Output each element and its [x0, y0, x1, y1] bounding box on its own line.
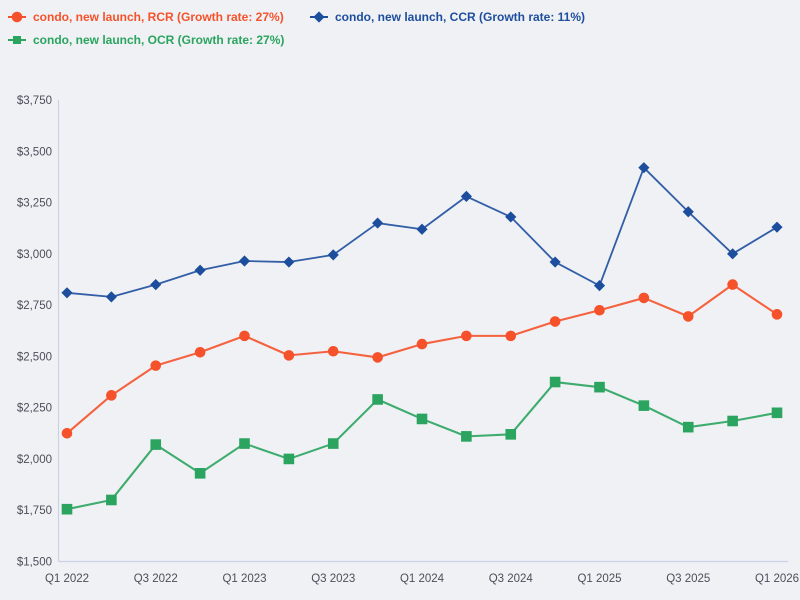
- y-tick-label: $2,500: [17, 351, 52, 363]
- series-ocr-point-7: [372, 394, 383, 405]
- legend-marker: [11, 11, 23, 23]
- series-ccr-point-13: [638, 162, 650, 174]
- series-rcr-point-8: [416, 338, 428, 350]
- series-ccr-point-11: [549, 256, 561, 268]
- y-tick-label: $2,250: [17, 403, 52, 415]
- series-rcr-point-6: [327, 345, 339, 357]
- x-tick-label: Q1 2023: [222, 573, 266, 585]
- series-ccr-point-1: [105, 291, 117, 303]
- series-ocr-point-11: [549, 376, 561, 388]
- series-ocr-point-9: [461, 431, 472, 442]
- y-tick-label: $1,750: [17, 505, 52, 517]
- series-rcr-point-12: [594, 304, 605, 316]
- series-ocr-point-3: [194, 468, 206, 479]
- series-ccr-point-15: [727, 248, 739, 260]
- series-rcr-point-13: [638, 292, 650, 304]
- series-ocr-point-15: [727, 415, 738, 427]
- series-rcr-line: [66, 283, 778, 435]
- series-ccr-point-7: [372, 217, 384, 229]
- series-ocr-point-0: [61, 503, 73, 515]
- series-ccr-point-12: [593, 280, 606, 292]
- y-tick-label: $1,500: [17, 557, 52, 569]
- x-tick-label: Q3 2024: [489, 573, 534, 585]
- series-ccr-point-5: [283, 256, 295, 268]
- series-rcr-point-14: [682, 311, 694, 322]
- series-rcr-point-4: [239, 330, 250, 342]
- series-rcr-point-16: [771, 309, 783, 320]
- series-rcr-point-0: [61, 428, 73, 439]
- legend-label-rcr: condo, new launch, RCR (Growth rate: 27%…: [33, 10, 284, 24]
- series-rcr-point-15: [727, 279, 738, 290]
- series-ocr-point-14: [682, 421, 694, 433]
- x-tick-label: Q3 2022: [134, 573, 178, 585]
- series-rcr-point-10: [505, 330, 517, 342]
- y-tick-label: $3,500: [17, 146, 52, 158]
- legend-label-ocr: condo, new launch, OCR (Growth rate: 27%…: [33, 33, 285, 47]
- series-ccr-point-6: [327, 249, 339, 261]
- series-ocr-point-2: [150, 439, 162, 450]
- series-ccr: [61, 162, 783, 303]
- series-ocr-point-5: [283, 453, 295, 465]
- rcr-circle-marker-icon: [8, 11, 26, 23]
- series-ccr-point-0: [61, 287, 73, 299]
- chart-legend: condo, new launch, RCR (Growth rate: 27%…: [8, 8, 585, 49]
- y-tick-label: $2,750: [17, 300, 52, 312]
- y-tick-label: $3,750: [17, 95, 52, 107]
- series-rcr-point-11: [549, 316, 561, 327]
- series-ocr-point-4: [239, 438, 250, 449]
- series-ccr-point-14: [682, 206, 694, 218]
- series-rcr-point-3: [194, 346, 206, 358]
- series-ocr-point-12: [594, 381, 605, 393]
- ocr-square-marker-icon: [8, 36, 26, 44]
- series-ocr-point-1: [106, 494, 117, 506]
- x-tick-label: Q3 2025: [666, 573, 710, 585]
- series-rcr-point-9: [461, 330, 472, 342]
- series-ccr-point-3: [194, 264, 206, 276]
- series-ocr-point-10: [505, 429, 517, 440]
- series-ocr-point-16: [771, 407, 783, 419]
- y-tick-label: $3,000: [17, 249, 52, 261]
- series-ocr-point-6: [327, 438, 339, 449]
- legend-marker: [13, 36, 21, 44]
- y-tick-label: $2,000: [17, 454, 52, 466]
- series-ocr-line: [66, 380, 778, 511]
- series-rcr-point-2: [150, 360, 162, 371]
- series-ocr: [61, 376, 783, 515]
- series-ccr-point-4: [238, 255, 251, 267]
- series-rcr-point-5: [283, 350, 295, 361]
- series-rcr-point-1: [106, 390, 117, 401]
- x-tick-label: Q3 2023: [311, 573, 355, 585]
- series-ocr-point-8: [416, 413, 428, 425]
- legend-label-ccr: condo, new launch, CCR (Growth rate: 11%…: [335, 10, 586, 24]
- series-rcr: [61, 279, 783, 439]
- ccr-diamond-marker-icon: [310, 11, 328, 23]
- x-tick-label: Q1 2022: [45, 573, 89, 585]
- series-ccr-point-8: [416, 223, 428, 235]
- legend-item-ccr[interactable]: condo, new launch, CCR (Growth rate: 11%…: [310, 8, 585, 26]
- y-tick-label: $3,250: [17, 198, 52, 210]
- x-tick-label: Q1 2026: [755, 573, 799, 585]
- legend-item-ocr[interactable]: condo, new launch, OCR (Growth rate: 27%…: [8, 31, 310, 49]
- series-ccr-point-9: [460, 190, 472, 203]
- series-ccr-point-2: [150, 279, 162, 291]
- series-ccr-point-16: [771, 221, 783, 233]
- x-tick-label: Q1 2025: [577, 573, 621, 585]
- legend-item-rcr[interactable]: condo, new launch, RCR (Growth rate: 27%…: [8, 8, 310, 26]
- series-ccr-point-10: [505, 211, 517, 223]
- series-ocr-point-13: [638, 400, 650, 411]
- legend-marker: [313, 11, 325, 23]
- x-tick-label: Q1 2024: [400, 573, 445, 585]
- series-rcr-point-7: [372, 352, 383, 363]
